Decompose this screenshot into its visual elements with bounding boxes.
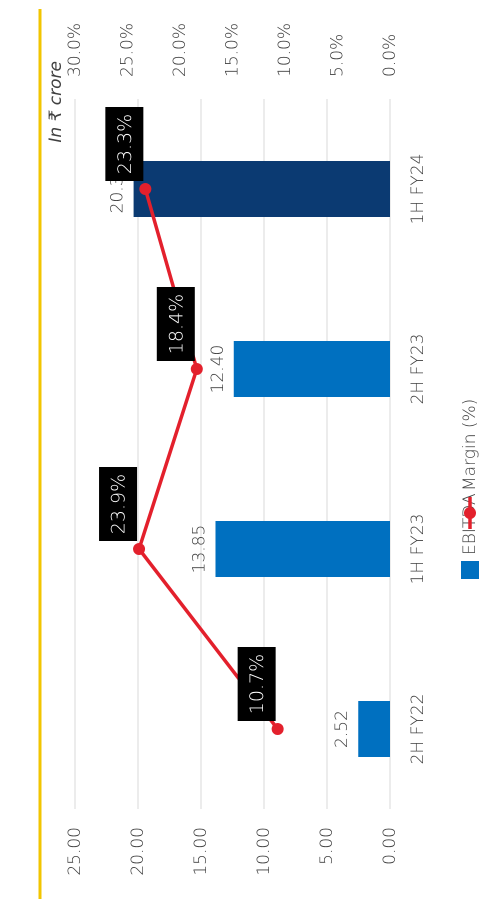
margin-line <box>137 188 280 731</box>
margin-value-label: 18.4% <box>165 294 187 354</box>
legend-marker <box>464 507 476 519</box>
margin-value-label: 23.3% <box>114 114 136 174</box>
y2-tick-label: 5.0% <box>328 34 348 77</box>
y2-tick-label: 25.0% <box>118 23 138 77</box>
x-tick-label: 1H FY23 <box>408 514 428 585</box>
margin-point <box>139 183 152 195</box>
y-tick-label: 25.00 <box>65 827 85 876</box>
unit-label: In ₹ crore <box>46 61 66 143</box>
y2-tick-label: 0.0% <box>380 34 400 77</box>
margin-point <box>271 723 284 735</box>
bar-value-label: 13.85 <box>189 525 209 574</box>
label-box <box>156 287 195 361</box>
bar-value-label: 2.52 <box>332 710 352 748</box>
bar-value-label: 12.40 <box>208 345 228 394</box>
y2-tick-label: 15.0% <box>223 23 243 77</box>
x-tick-label: 1H FY24 <box>408 154 428 225</box>
y-tick-label: 20.00 <box>128 827 148 876</box>
margin-label: 23.9% <box>99 467 138 541</box>
legend-swatch <box>461 561 479 579</box>
label-box <box>99 467 138 541</box>
y-tick-label: 0.00 <box>380 827 400 865</box>
y-tick-label: 5.00 <box>317 827 337 865</box>
x-tick-label: 2H FY22 <box>408 694 428 765</box>
y2-tick-label: 20.0% <box>170 23 190 77</box>
margin-value-label: 23.9% <box>108 474 130 534</box>
bar <box>233 341 390 397</box>
legend-label: Margin (%) <box>460 399 480 491</box>
y2-tick-label: 30.0% <box>65 23 85 77</box>
margin-point <box>190 363 203 375</box>
label-box <box>105 107 144 181</box>
bar <box>358 701 390 757</box>
label-box <box>237 647 276 721</box>
bar <box>215 521 390 577</box>
margin-label: 18.4% <box>156 287 195 361</box>
y-tick-label: 15.00 <box>191 827 211 876</box>
y2-tick-label: 10.0% <box>275 23 295 77</box>
y-tick-label: 10.00 <box>254 827 274 876</box>
bar <box>133 161 390 217</box>
margin-label: 23.3% <box>105 107 144 181</box>
margin-value-label: 10.7% <box>246 654 268 714</box>
margin-point <box>133 543 146 555</box>
x-tick-label: 2H FY23 <box>408 334 428 405</box>
margin-label: 10.7% <box>237 647 276 721</box>
